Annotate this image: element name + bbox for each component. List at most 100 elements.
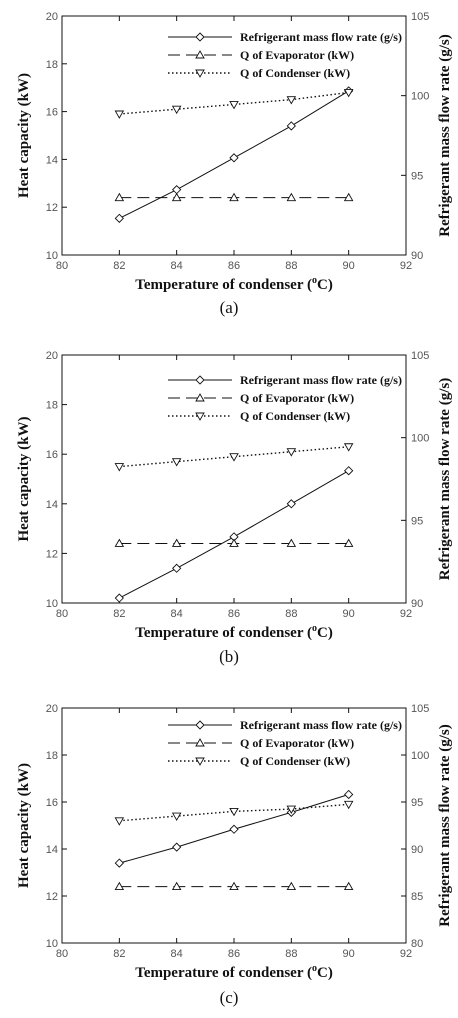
legend-label: Q of Condenser (kW) [240,409,350,423]
legend-label: Q of Evaporator (kW) [240,48,354,62]
data-point-marker [286,881,297,891]
data-point-marker [286,192,297,202]
figure-caption: (a) [220,298,239,317]
data-point-marker [229,100,239,110]
legend-label: Refrigerant mass flow rate (g/s) [240,718,402,732]
data-point-marker [286,499,296,509]
data-point-marker [286,96,297,105]
legend-label: Refrigerant mass flow rate (g/s) [240,373,402,387]
data-point-marker [114,463,125,472]
data-point-marker [171,538,182,547]
y2-tick-label: 90 [411,598,423,610]
y-tick-label: 10 [46,250,58,262]
legend-marker [195,720,205,730]
y-tick-label: 10 [46,598,58,610]
y-tick-label: 18 [46,59,58,71]
x-tick-label: 80 [56,608,68,620]
data-point-marker [344,789,354,800]
x-tick-label: 90 [343,260,355,272]
data-point-marker [229,453,239,462]
y2-tick-label: 80 [411,938,423,950]
data-point-marker [114,858,124,868]
legend-marker [195,50,205,59]
data-point-marker [172,185,182,195]
y2-axis-label: Refrigerant mass flow rate (g/s) [437,724,453,926]
x-tick-label: 82 [113,608,125,620]
data-point-marker [286,121,296,131]
x-tick-label: 90 [343,608,355,620]
y-tick-label: 18 [46,750,58,762]
y2-axis-label: Refrigerant mass flow rate (g/s) [437,34,453,236]
y-axis-label: Heat capacity (kW) [16,73,32,198]
data-point-marker [343,800,354,810]
data-point-marker [343,538,354,547]
y-tick-label: 20 [46,11,58,23]
y-tick-label: 12 [46,202,58,214]
data-point-marker [343,881,354,891]
data-point-marker [114,110,125,119]
y-tick-label: 10 [46,938,58,950]
y-axis-label: Heat capacity (kW) [16,417,32,542]
x-tick-label: 86 [228,260,240,272]
data-point-marker [229,538,239,547]
data-point-marker [286,538,297,547]
data-point-marker [114,593,124,603]
y-tick-label: 14 [46,844,58,856]
y2-tick-label: 90 [411,250,423,262]
y2-tick-label: 100 [411,433,429,445]
y-tick-label: 12 [46,548,58,560]
data-point-marker [286,805,297,814]
data-point-marker [114,538,125,547]
y-tick-label: 14 [46,154,58,166]
data-point-marker [171,881,182,891]
data-point-marker [172,563,182,573]
chart-panel-c: 80 82 84 86 88 90 92 10 12 14 16 18 20 80 85 90 95 100 105… [16,703,453,1007]
x-tick-label: 82 [113,948,125,960]
y-tick-label: 20 [46,350,58,362]
y2-axis-label: Refrigerant mass flow rate (g/s) [437,378,453,580]
legend-marker [195,412,205,421]
y2-tick-label: 105 [411,703,429,715]
legend-label: Q of Evaporator (kW) [240,736,354,750]
data-point-marker [114,213,124,223]
legend-label: Refrigerant mass flow rate (g/s) [240,30,402,44]
x-tick-label: 92 [400,608,412,620]
x-tick-label: 92 [400,260,412,272]
y2-tick-label: 95 [411,515,423,527]
x-tick-label: 84 [171,260,183,272]
x-tick-label: 82 [113,260,125,272]
y-tick-label: 16 [46,107,58,119]
y2-tick-label: 85 [411,891,423,903]
data-point-marker [343,443,354,452]
data-point-marker [343,89,354,98]
y2-tick-label: 95 [411,170,423,182]
legend-label: Q of Condenser (kW) [240,754,350,768]
legend-marker [195,69,205,78]
data-point-marker [229,153,239,163]
x-tick-label: 86 [228,948,240,960]
data-point-marker [229,824,239,834]
data-point-marker [114,192,125,202]
plot-frame [61,15,407,256]
y-tick-label: 20 [46,703,58,715]
y2-tick-label: 100 [411,91,429,103]
x-axis-label: Temperature of condenser (oC) [135,275,333,293]
x-tick-label: 92 [400,948,412,960]
figure-caption: (c) [220,988,239,1007]
data-point-marker [114,881,125,891]
data-point-marker [171,105,182,115]
x-tick-label: 88 [285,608,297,620]
legend-label: Q of Condenser (kW) [240,66,350,80]
chart-panel-b: 80 82 84 86 88 90 921012141618209095100105Temp… [16,350,453,666]
data-point-marker [172,842,182,852]
legend-marker [195,32,205,42]
x-tick-label: 86 [228,608,240,620]
x-axis-label: Temperature of condenser (oC) [135,963,333,981]
data-point-marker [229,807,239,817]
y-tick-label: 14 [46,499,58,511]
x-tick-label: 88 [285,260,297,272]
y2-tick-label: 105 [411,350,429,362]
data-point-marker [229,881,239,891]
chart-panel-a: 80 82 84 86 88 90 921012141618209095100105Temp… [16,11,453,317]
